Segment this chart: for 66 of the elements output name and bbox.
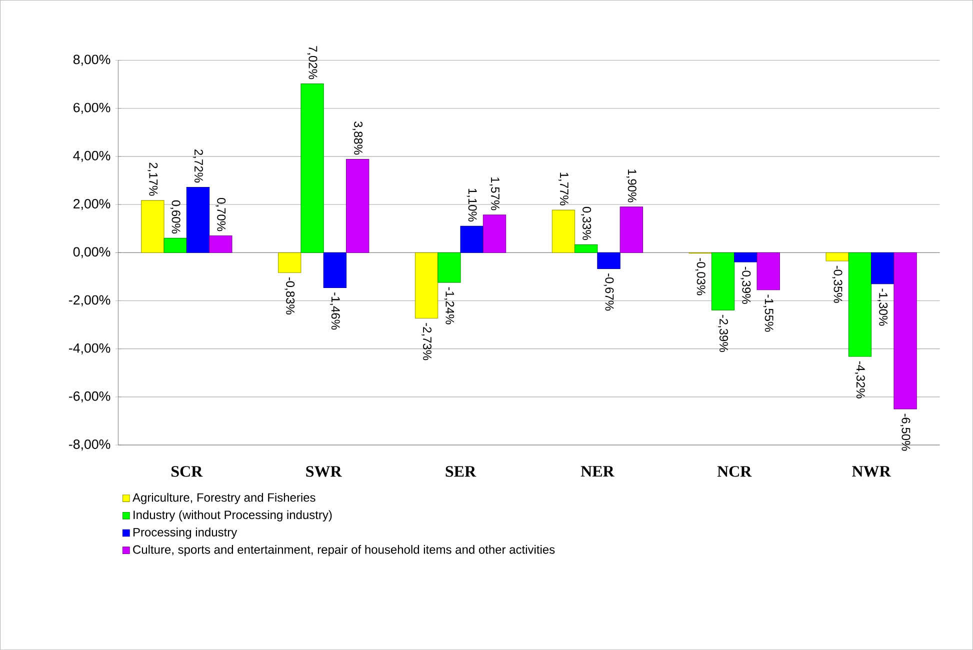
data-label: 2,72% bbox=[193, 149, 203, 182]
bar bbox=[186, 186, 210, 253]
legend-label: Culture, sports and entertainment, repair of household items and other activities bbox=[133, 544, 555, 556]
bar bbox=[894, 252, 917, 410]
x-tick-label: NER bbox=[580, 466, 614, 476]
data-label: 0,60% bbox=[170, 200, 180, 234]
bar bbox=[620, 206, 644, 253]
y-tick-label: 4,00% bbox=[73, 150, 110, 162]
x-tick-label: NWR bbox=[852, 466, 891, 477]
data-label: 1,77% bbox=[558, 172, 568, 206]
data-label: 0,70% bbox=[216, 198, 226, 232]
bar bbox=[756, 252, 780, 290]
data-label: -2,73% bbox=[422, 323, 432, 360]
data-label: 0,33% bbox=[581, 206, 592, 240]
y-tick-label: 0,00% bbox=[73, 247, 110, 258]
x-tick-label: NCR bbox=[717, 466, 752, 477]
data-label: 3,88% bbox=[352, 121, 363, 155]
data-label: 2,17% bbox=[148, 162, 158, 196]
y-tick-label: -6,00% bbox=[69, 391, 110, 402]
y-tick-label: 2,00% bbox=[74, 198, 110, 210]
bar bbox=[346, 158, 370, 253]
data-label: -2,39% bbox=[718, 314, 728, 352]
data-label: -6,50% bbox=[900, 414, 910, 451]
legend-label: Processing industry bbox=[133, 528, 238, 539]
bar bbox=[164, 238, 187, 253]
data-label: -1,55% bbox=[763, 294, 774, 332]
y-tick-label: -8,00% bbox=[69, 439, 110, 450]
y-tick-label: 8,00% bbox=[73, 54, 110, 66]
bar bbox=[734, 252, 758, 262]
data-label: 1,57% bbox=[490, 177, 500, 210]
data-label: 1,10% bbox=[466, 188, 477, 222]
data-label: -0,39% bbox=[740, 266, 751, 304]
bar bbox=[141, 200, 164, 253]
bar bbox=[300, 83, 324, 253]
data-label: -0,03% bbox=[695, 258, 706, 296]
data-label: -0,67% bbox=[604, 273, 614, 310]
bar bbox=[323, 252, 347, 288]
bar bbox=[826, 252, 849, 262]
bar bbox=[597, 252, 620, 269]
x-tick-label: SER bbox=[446, 466, 476, 477]
data-label: -0,83% bbox=[284, 277, 295, 314]
data-label: -1,30% bbox=[878, 288, 888, 326]
data-label: -1,46% bbox=[330, 292, 340, 330]
bar bbox=[574, 244, 598, 253]
data-label: 7,02% bbox=[307, 46, 318, 80]
y-tick-label: -2,00% bbox=[69, 295, 110, 306]
bar bbox=[552, 210, 576, 253]
bar bbox=[278, 252, 302, 273]
bar bbox=[460, 226, 484, 253]
data-label: -1,24% bbox=[444, 287, 454, 324]
bar bbox=[209, 235, 232, 253]
x-tick-label: SCR bbox=[172, 466, 203, 477]
legend-label: Industry (without Processing industry) bbox=[134, 510, 332, 522]
data-label: -0,35% bbox=[832, 266, 842, 303]
bar bbox=[871, 252, 894, 284]
x-tick-label: SWR bbox=[306, 466, 342, 477]
data-label: 1,90% bbox=[626, 170, 636, 202]
bar bbox=[848, 252, 872, 357]
y-tick-label: -4,00% bbox=[69, 343, 110, 354]
data-label: -4,32% bbox=[855, 361, 865, 398]
bar bbox=[711, 252, 735, 310]
bar bbox=[438, 252, 461, 283]
y-tick-label: 6,00% bbox=[74, 102, 110, 114]
bar bbox=[482, 214, 506, 253]
bar bbox=[414, 252, 438, 318]
legend-label: Agriculture, Forestry and Fisheries bbox=[132, 492, 316, 504]
